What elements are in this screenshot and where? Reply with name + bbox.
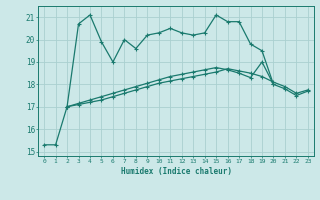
X-axis label: Humidex (Indice chaleur): Humidex (Indice chaleur) xyxy=(121,167,231,176)
